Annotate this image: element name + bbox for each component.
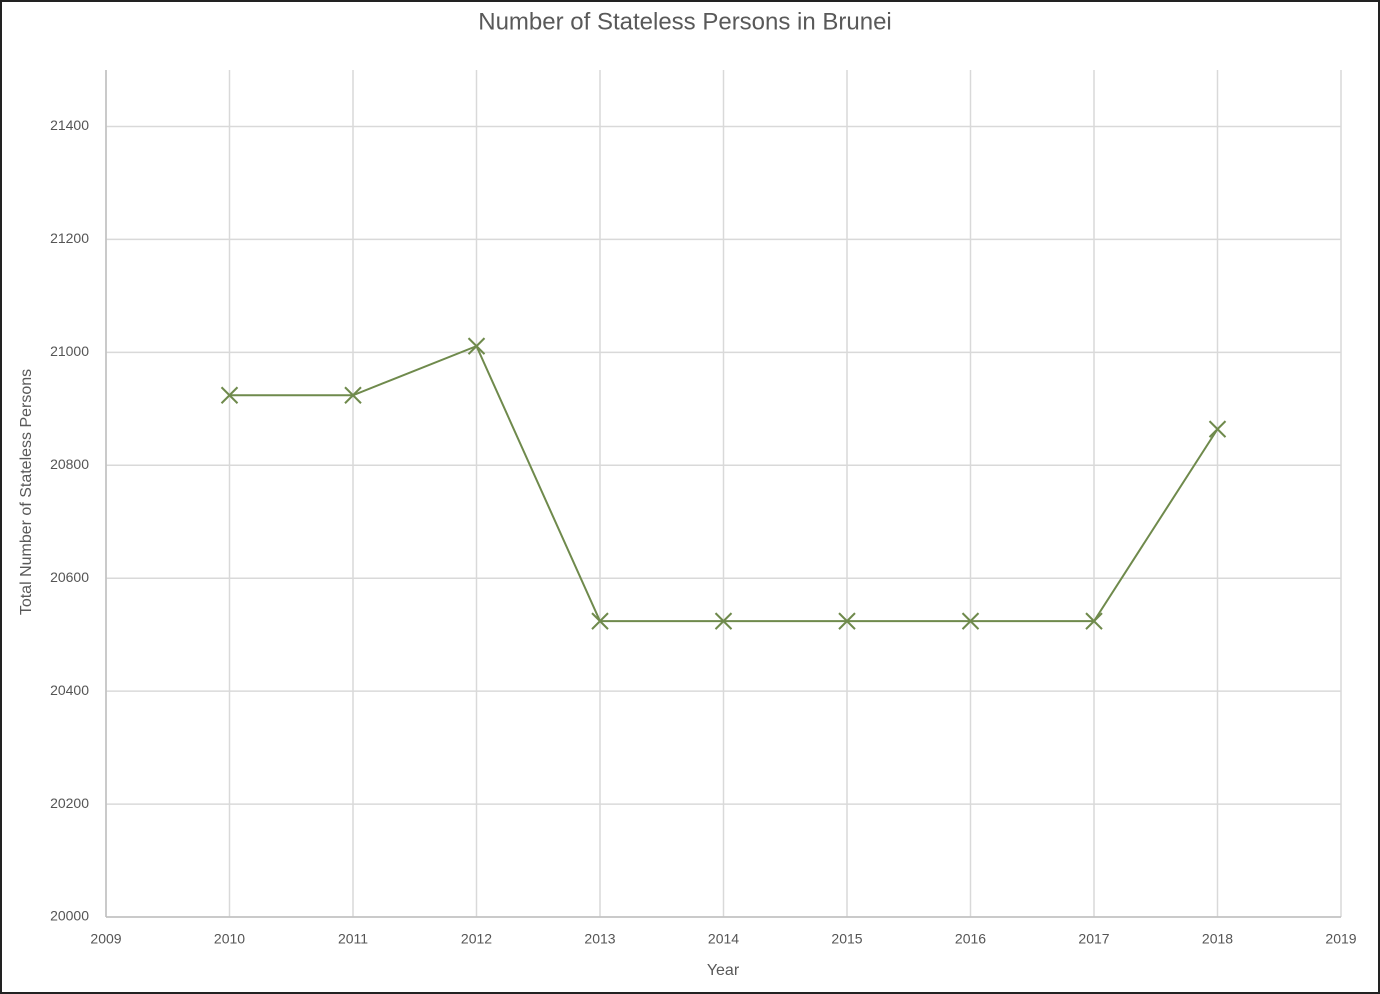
marker xyxy=(220,386,239,404)
x-tick-label: 2017 xyxy=(1078,931,1109,947)
x-axis-title: Year xyxy=(707,962,740,979)
y-tick-label: 20800 xyxy=(50,456,89,472)
marker xyxy=(1208,420,1227,438)
x-tick-label: 2012 xyxy=(461,931,492,947)
y-tick-label: 20200 xyxy=(50,795,89,811)
marker xyxy=(591,612,609,630)
x-tick-label: 2019 xyxy=(1325,931,1356,947)
y-tick-label: 20000 xyxy=(50,908,89,924)
x-tick-label: 2009 xyxy=(90,931,121,947)
y-tick-label: 21000 xyxy=(50,343,89,359)
marker xyxy=(344,386,362,404)
x-tick-label: 2018 xyxy=(1202,931,1233,947)
marker xyxy=(838,612,856,630)
y-tick-label: 20400 xyxy=(50,682,89,698)
y-axis-title: Total Number of Stateless Persons xyxy=(18,369,35,615)
y-tick-label: 21200 xyxy=(50,230,89,246)
y-tick-label: 20600 xyxy=(50,569,89,585)
x-tick-label: 2016 xyxy=(955,931,986,947)
x-tick-label: 2015 xyxy=(831,931,862,947)
marker xyxy=(714,612,733,630)
x-tick-label: 2013 xyxy=(584,931,615,947)
x-tick-label: 2014 xyxy=(708,931,739,947)
marker xyxy=(961,612,980,630)
y-tick-label: 21400 xyxy=(50,117,89,133)
chart-title: Number of Stateless Persons in Brunei xyxy=(478,8,892,35)
marker xyxy=(467,337,486,355)
x-tick-label: 2010 xyxy=(214,931,245,947)
x-tick-label: 2011 xyxy=(338,931,368,947)
marker xyxy=(1085,612,1103,630)
